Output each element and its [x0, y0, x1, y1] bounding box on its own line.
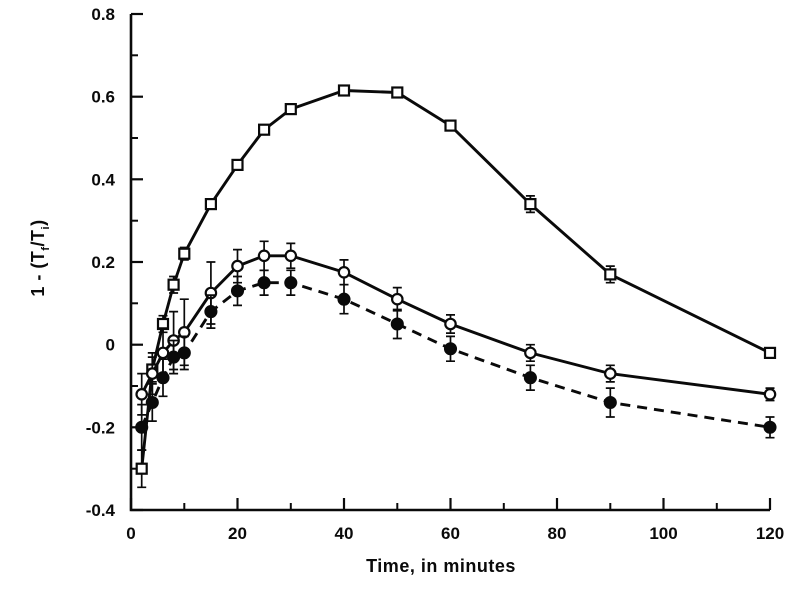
x-tick-label: 100 — [649, 524, 677, 543]
y-tick-label: -0.4 — [86, 501, 116, 520]
series-filled-circle-dashed — [135, 269, 777, 451]
data-point-open-square — [444, 119, 457, 132]
data-point-open-circle — [284, 249, 298, 263]
data-point-filled-circle — [443, 342, 458, 356]
axes-frame — [129, 14, 770, 512]
data-point-filled-circle — [167, 350, 181, 364]
x-tick-label: 80 — [548, 524, 567, 543]
data-point-filled-circle — [257, 276, 271, 290]
series-open-circle-solid — [135, 240, 777, 416]
data-point-open-circle — [763, 387, 777, 401]
data-point-open-square — [337, 84, 351, 97]
data-point-open-square — [204, 198, 217, 211]
data-point-open-circle — [337, 265, 351, 279]
data-point-open-square — [284, 102, 297, 116]
data-point-filled-circle — [523, 371, 537, 385]
y-tick-label: 0 — [106, 336, 115, 355]
data-point-filled-circle — [177, 346, 191, 360]
series-open-square-solid — [135, 84, 777, 489]
y-axis-label-sub-numerator: f — [40, 246, 52, 251]
data-point-open-square — [763, 346, 777, 359]
data-point-open-circle — [390, 292, 404, 306]
y-tick-label: 0.2 — [91, 253, 115, 272]
data-point-filled-circle — [603, 395, 617, 410]
y-tick-label: 0.6 — [91, 88, 115, 107]
y-tick-label: 0.4 — [91, 170, 115, 189]
y-axis-label-mid: /T — [28, 229, 48, 247]
data-point-filled-circle — [390, 317, 404, 331]
x-tick-label: 40 — [335, 524, 354, 543]
data-point-open-square — [167, 278, 180, 291]
y-tick-label: -0.2 — [86, 418, 115, 437]
y-axis-label-suffix: ) — [28, 219, 48, 226]
data-point-open-square — [524, 198, 537, 211]
data-point-filled-circle — [145, 395, 159, 410]
error-bars — [137, 269, 775, 451]
data-point-filled-circle — [230, 284, 245, 298]
data-point-open-circle — [524, 346, 537, 360]
y-axis-label-sub-denominator: i — [40, 225, 52, 230]
y-tick-label: 0.8 — [91, 5, 115, 24]
data-point-filled-circle — [156, 371, 170, 385]
data-point-open-square — [135, 462, 148, 475]
data-point-open-circle — [135, 387, 148, 401]
data-point-open-circle — [146, 367, 159, 380]
data-point-open-square — [258, 123, 271, 136]
x-axis-label: Time, in minutes — [366, 556, 516, 576]
data-point-open-circle — [156, 346, 170, 360]
data-point-filled-circle — [135, 420, 149, 434]
data-point-open-square — [231, 158, 244, 171]
series-line — [140, 281, 771, 429]
x-tick-label: 0 — [126, 524, 135, 543]
x-tick-label: 120 — [756, 524, 784, 543]
data-point-open-circle — [257, 249, 271, 263]
data-point-filled-circle — [204, 305, 218, 319]
data-point-open-circle — [444, 317, 457, 331]
x-tick-label: 60 — [441, 524, 460, 543]
data-point-filled-circle — [284, 276, 298, 290]
data-point-filled-circle — [763, 420, 777, 434]
data-point-open-circle — [603, 367, 617, 380]
y-axis-label-text: 1 - (T — [28, 250, 48, 297]
data-point-open-square — [604, 268, 617, 281]
data-point-open-circle — [231, 259, 244, 273]
data-point-open-square — [178, 247, 191, 260]
data-point-filled-circle — [337, 292, 351, 306]
y-axis-label: 1 - (Tf/Ti) — [28, 148, 56, 368]
data-point-open-square — [391, 86, 404, 99]
x-tick-label: 20 — [228, 524, 247, 543]
